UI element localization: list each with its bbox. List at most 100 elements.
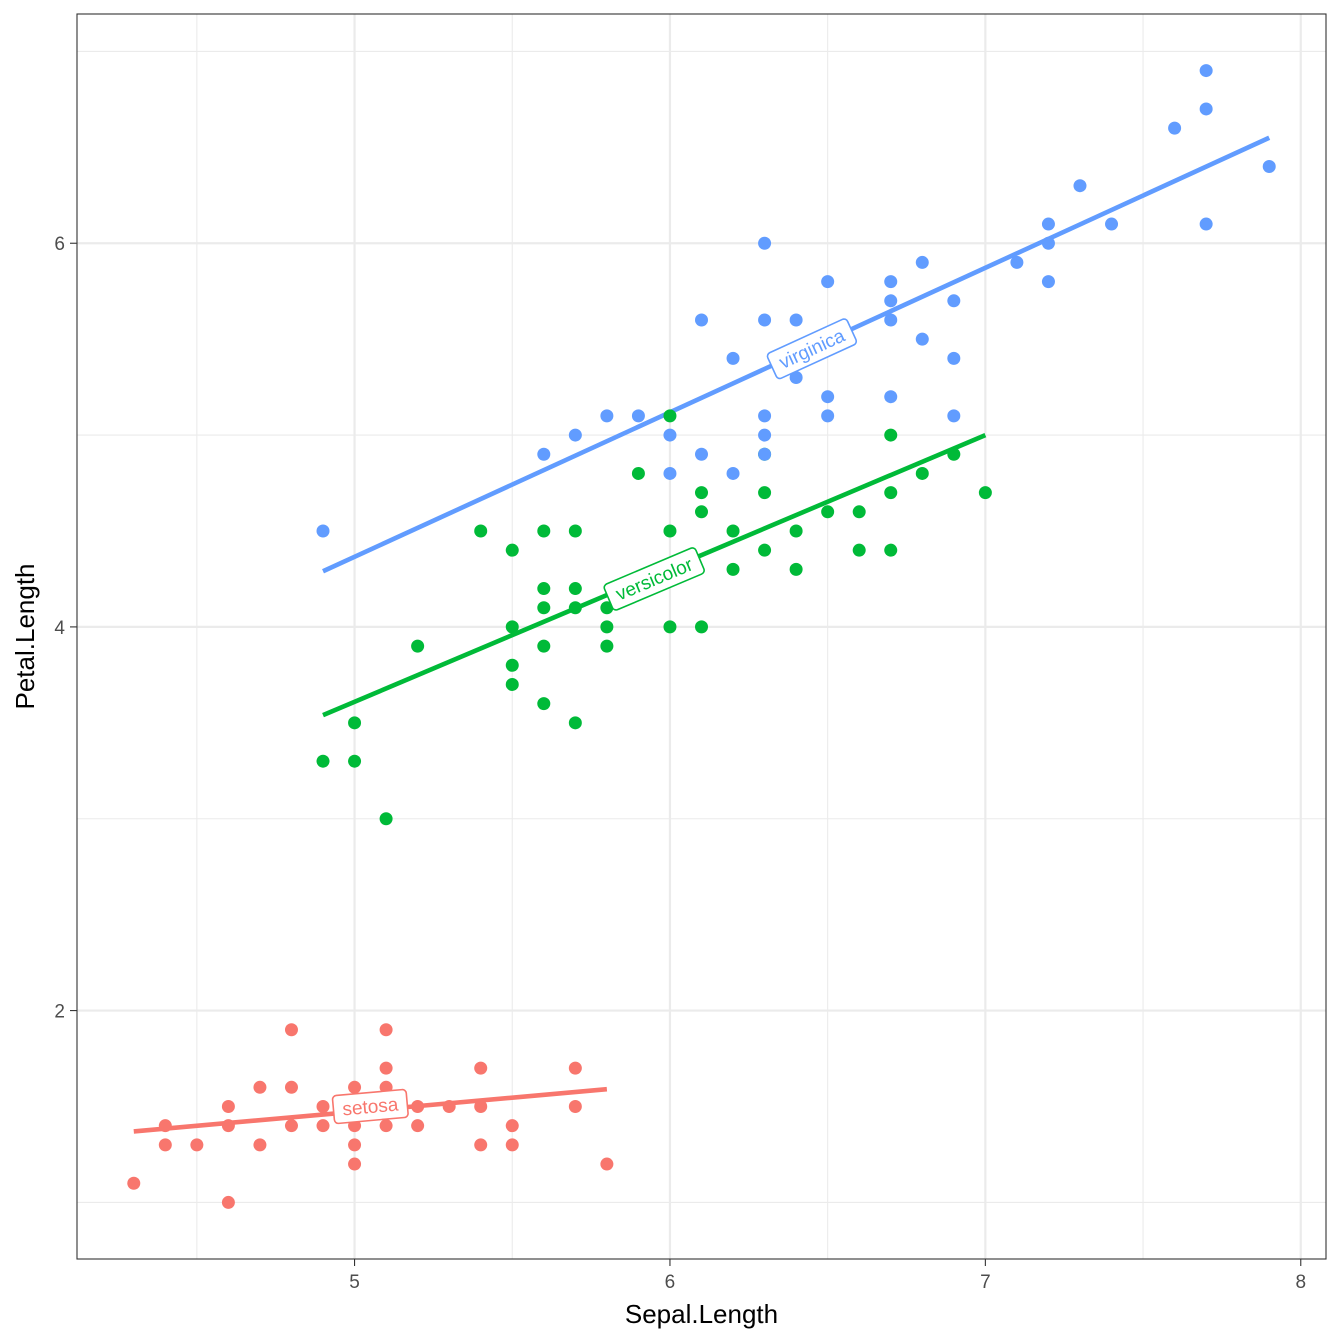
- label-text-setosa: setosa: [342, 1095, 400, 1121]
- point-virginica: [726, 466, 740, 480]
- panel-border: [76, 13, 1327, 1260]
- point-versicolor: [568, 582, 582, 596]
- point-setosa: [221, 1195, 235, 1209]
- point-setosa: [284, 1119, 298, 1133]
- point-versicolor: [348, 716, 362, 730]
- x-axis-ticks: 5 6 7 8: [349, 1259, 1306, 1293]
- point-virginica: [1262, 160, 1276, 174]
- point-setosa: [253, 1138, 267, 1152]
- point-virginica: [1073, 179, 1087, 193]
- point-versicolor: [379, 812, 393, 826]
- point-setosa: [411, 1099, 425, 1113]
- point-setosa: [379, 1061, 393, 1075]
- y-axis-ticks: 2 4 6: [54, 234, 77, 1023]
- point-versicolor: [915, 466, 929, 480]
- y-axis-title: Petal.Length: [10, 563, 40, 709]
- point-setosa: [474, 1138, 488, 1152]
- point-versicolor: [821, 505, 835, 519]
- data-points: [127, 64, 1276, 1209]
- point-setosa: [348, 1080, 362, 1094]
- point-setosa: [190, 1138, 204, 1152]
- point-versicolor: [663, 409, 677, 423]
- point-versicolor: [726, 562, 740, 576]
- point-versicolor: [947, 447, 961, 461]
- point-virginica: [884, 313, 898, 327]
- x-tick-label: 6: [665, 1272, 676, 1293]
- point-virginica: [915, 332, 929, 346]
- point-virginica: [631, 409, 645, 423]
- point-versicolor: [789, 524, 803, 538]
- point-versicolor: [348, 754, 362, 768]
- point-virginica: [789, 371, 803, 385]
- point-versicolor: [568, 524, 582, 538]
- point-versicolor: [884, 486, 898, 500]
- point-versicolor: [537, 601, 551, 615]
- point-setosa: [442, 1099, 456, 1113]
- point-versicolor: [695, 620, 708, 634]
- point-versicolor: [695, 505, 708, 519]
- point-setosa: [316, 1099, 330, 1113]
- point-versicolor: [537, 582, 551, 596]
- x-tick-label: 5: [349, 1272, 360, 1293]
- point-virginica: [663, 466, 677, 480]
- point-virginica: [758, 409, 772, 423]
- x-axis-title: Sepal.Length: [625, 1299, 778, 1329]
- y-tick-label: 4: [54, 618, 65, 639]
- point-virginica: [1041, 236, 1055, 250]
- point-versicolor: [537, 697, 551, 711]
- point-virginica: [758, 236, 772, 250]
- point-setosa: [505, 1119, 519, 1133]
- point-virginica: [695, 313, 708, 327]
- point-versicolor: [758, 486, 772, 500]
- point-setosa: [284, 1080, 298, 1094]
- point-virginica: [758, 313, 772, 327]
- point-versicolor: [631, 466, 645, 480]
- point-versicolor: [600, 601, 614, 615]
- point-virginica: [537, 447, 551, 461]
- point-versicolor: [411, 639, 425, 653]
- point-setosa: [158, 1119, 172, 1133]
- point-setosa: [284, 1023, 298, 1037]
- label-box-virginica: [766, 318, 858, 380]
- point-virginica: [1168, 121, 1182, 135]
- point-versicolor: [758, 543, 772, 557]
- point-versicolor: [505, 620, 519, 634]
- label-setosa: setosa: [331, 1088, 409, 1125]
- point-virginica: [821, 275, 835, 289]
- point-setosa: [411, 1119, 425, 1133]
- point-virginica: [1199, 217, 1213, 231]
- point-versicolor: [789, 562, 803, 576]
- point-versicolor: [726, 524, 740, 538]
- point-virginica: [947, 351, 961, 365]
- point-versicolor: [852, 543, 866, 557]
- label-box-setosa: [331, 1088, 409, 1125]
- point-versicolor: [663, 620, 677, 634]
- point-virginica: [1105, 217, 1119, 231]
- point-versicolor: [505, 677, 519, 691]
- point-virginica: [568, 428, 582, 442]
- point-virginica: [600, 409, 614, 423]
- point-setosa: [379, 1119, 393, 1133]
- point-virginica: [821, 409, 835, 423]
- y-tick-label: 2: [54, 1002, 65, 1023]
- point-setosa: [221, 1099, 235, 1113]
- point-virginica: [789, 313, 803, 327]
- point-setosa: [505, 1138, 519, 1152]
- point-versicolor: [537, 639, 551, 653]
- point-virginica: [1041, 217, 1055, 231]
- point-virginica: [1041, 275, 1055, 289]
- x-tick-label: 8: [1295, 1272, 1306, 1293]
- point-setosa: [316, 1119, 330, 1133]
- point-versicolor: [884, 428, 898, 442]
- point-versicolor: [505, 543, 519, 557]
- point-versicolor: [537, 524, 551, 538]
- point-setosa: [600, 1157, 614, 1171]
- point-setosa: [253, 1080, 267, 1094]
- label-box-versicolor: [603, 547, 705, 611]
- point-versicolor: [474, 524, 488, 538]
- point-setosa: [474, 1099, 488, 1113]
- point-virginica: [758, 447, 772, 461]
- point-virginica: [884, 275, 898, 289]
